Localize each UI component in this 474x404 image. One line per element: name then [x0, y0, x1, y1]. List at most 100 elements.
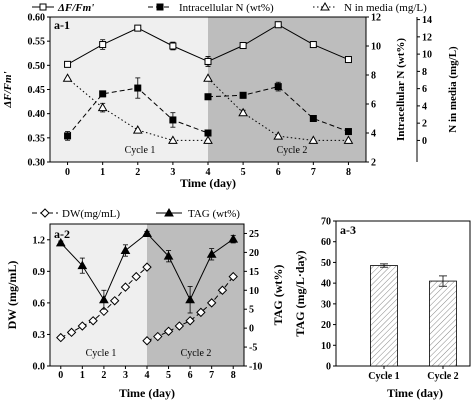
a1-series-0-point — [169, 42, 177, 50]
a2-series-0-point — [163, 326, 174, 336]
a2-series-0-point — [206, 298, 217, 308]
right2-tick-label: 12 — [422, 32, 432, 43]
x-tick-label: 3 — [170, 167, 175, 178]
a2-series-0-point — [120, 282, 131, 292]
x-tick-label: 7 — [209, 370, 214, 381]
right-tick-label: -10 — [249, 362, 262, 373]
a1-series-1-point — [134, 84, 142, 92]
a1-series-2-point — [273, 131, 284, 140]
a1-series-1-point — [274, 83, 282, 91]
right1-tick-label: 4 — [371, 129, 376, 140]
legend-a1: ΔF/Fm' Intracellular N (wt%) N in media … — [32, 1, 427, 14]
cycle-shade-2 — [208, 17, 366, 162]
a1-series-1-point — [309, 115, 317, 122]
a2-series-0-point — [196, 307, 206, 318]
right1-tick-label: 2 — [371, 158, 376, 169]
cycle-shade-1 — [50, 224, 147, 366]
left-tick-label: 0.45 — [28, 85, 46, 96]
legend-label-n-media: N in media (mg/L) — [344, 2, 427, 14]
panel-label: a-1 — [54, 18, 70, 32]
a1-series-2-point — [132, 125, 143, 134]
a1-series-1-point — [169, 116, 177, 124]
x-axis-label: Time (day) — [119, 386, 175, 400]
x-tick-label: 7 — [311, 167, 316, 178]
x-tick-label: 1 — [80, 370, 85, 381]
y-axis-label: TAG (mg/L·day) — [293, 250, 307, 336]
right1-tick-label: 10 — [371, 42, 381, 53]
left-tick-label: 0.3 — [33, 330, 46, 341]
left-tick-label: 0.40 — [28, 109, 46, 120]
y-tick-label: 0 — [326, 362, 331, 373]
x-tick-label: 1 — [100, 167, 105, 178]
a1-series-0-point — [239, 42, 247, 50]
legend-a2: DW(mg/mL) TAG (wt%) — [32, 207, 240, 220]
right-axis-label: TAG (wt%) — [271, 265, 285, 326]
right2-tick-label: 8 — [422, 67, 427, 78]
left-tick-label: 0.60 — [28, 13, 46, 24]
a1-series-2-point — [203, 73, 213, 82]
a2-series-0-point — [217, 285, 228, 295]
x-tick-label: 0 — [65, 167, 70, 178]
y-tick-label: 20 — [321, 320, 331, 331]
right-tick-label: 10 — [249, 286, 259, 297]
right2-tick-label: 14 — [422, 15, 432, 26]
left-tick-label: 0.50 — [28, 61, 46, 72]
a1-series-0-point — [274, 21, 282, 29]
right2-tick-label: 10 — [422, 50, 432, 61]
right1-axis-label: Intracellular N (wt%) — [395, 38, 407, 141]
a1-series-0-point — [134, 24, 142, 32]
a1-series-0-point — [99, 41, 107, 49]
legend-item-dfm: ΔF/Fm' — [32, 2, 94, 14]
a1-series-2-point — [97, 102, 108, 112]
a2-series-0-point — [142, 262, 152, 272]
legend-item-n-media: N in media (mg/L) — [313, 1, 427, 14]
left-tick-label: 0.0 — [33, 362, 46, 373]
y-tick-label: 30 — [321, 299, 331, 310]
x-tick-label: 2 — [135, 167, 140, 178]
a2-series-0-point — [88, 316, 98, 326]
right2-tick-label: 6 — [422, 84, 427, 95]
a1-series-2-point — [168, 135, 178, 144]
x-tick-label: 5 — [166, 370, 171, 381]
legend-label-tag: TAG (wt%) — [188, 208, 240, 220]
left-tick-label: 1.2 — [33, 235, 46, 246]
legend-label-intracellular-n: Intracellular N (wt%) — [179, 2, 274, 14]
left-tick-label: 0.9 — [33, 267, 46, 278]
y-tick-label: 50 — [321, 258, 331, 269]
a1-series-1-point — [239, 91, 247, 99]
a2-series-1-point — [163, 251, 174, 260]
a1-series-2-point — [238, 107, 248, 117]
bar-2 — [429, 280, 457, 367]
right1-tick-label: 12 — [371, 13, 381, 24]
x-tick-label: Cycle 2 — [427, 371, 458, 382]
x-tick-label: 8 — [346, 167, 351, 178]
a1-series-1-point — [99, 90, 107, 98]
cycle-label-1: Cycle 1 — [86, 348, 117, 359]
a1-series-1-point — [204, 129, 212, 137]
a2-series-0-point — [109, 296, 120, 306]
a1-series-0-point — [344, 56, 352, 64]
a2-series-1-point — [206, 249, 217, 258]
right-tick-label: 5 — [249, 305, 254, 316]
a2-series-0-point — [228, 271, 238, 282]
cycle-label-2: Cycle 2 — [181, 348, 212, 359]
a1-series-0-point — [64, 60, 72, 68]
left-tick-label: 0.30 — [28, 158, 46, 169]
a1-series-2-point — [203, 135, 213, 144]
a1-series-2-point — [62, 73, 73, 82]
x-tick-label: 6 — [276, 167, 281, 178]
a1-series-1-point — [64, 132, 72, 140]
panel-label: a-2 — [54, 227, 70, 241]
legend-label-dw: DW(mg/mL) — [62, 208, 120, 220]
right2-tick-label: 0 — [422, 136, 427, 147]
right-tick-label: 0 — [249, 324, 254, 335]
a2-series-0-point — [56, 332, 66, 343]
legend-item-intracellular-n: Intracellular N (wt%) — [148, 2, 274, 14]
x-tick-label: 4 — [145, 370, 150, 381]
a1-series-1-line-1 — [207, 86, 349, 133]
x-axis-label: Time (day) — [180, 176, 236, 190]
a1-series-0-point — [204, 57, 212, 65]
x-tick-label: 5 — [241, 167, 246, 178]
